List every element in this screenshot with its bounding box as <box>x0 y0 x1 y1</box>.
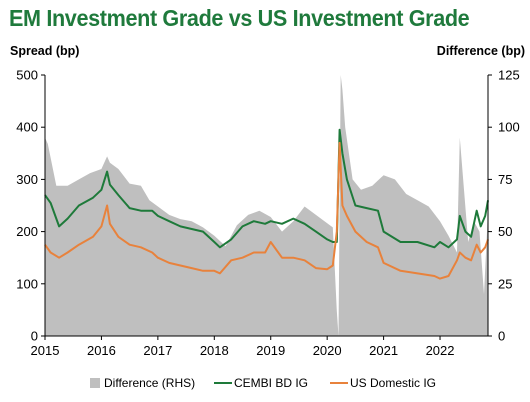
axes: 0 100 200 300 400 500 0 25 50 75 100 125 2015 2016 201… <box>16 68 519 359</box>
legend-label: CEMBI BD IG <box>234 376 308 390</box>
x-tick-label: 2015 <box>31 343 60 358</box>
left-tick-label: 400 <box>16 120 38 135</box>
right-tick-label: 0 <box>498 329 505 344</box>
legend-swatch <box>90 378 100 388</box>
plot-area <box>44 75 489 336</box>
chart-title: EM Investment Grade vs US Investment Gra… <box>9 5 470 31</box>
right-tick-label: 50 <box>498 224 512 239</box>
left-tick-label: 200 <box>16 224 38 239</box>
x-tick-label: 2020 <box>313 343 342 358</box>
left-axis-title: Spread (bp) <box>10 44 80 58</box>
left-tick-label: 0 <box>31 329 38 344</box>
right-tick-label: 100 <box>498 120 520 135</box>
series-line-us-domestic-ig <box>44 141 489 280</box>
right-tick-label: 75 <box>498 172 512 187</box>
series-line-cembi-bd-ig <box>44 128 489 249</box>
legend-label: Difference (RHS) <box>104 376 195 390</box>
x-tick-label: 2022 <box>426 343 455 358</box>
x-tick-label: 2017 <box>143 343 172 358</box>
legend: Difference (RHS) CEMBI BD IG US Domestic I… <box>90 376 436 390</box>
right-axis-title: Difference (bp) <box>436 44 525 58</box>
series-area-difference-rhs <box>45 75 488 336</box>
left-tick-label: 500 <box>16 68 38 83</box>
x-tick-label: 2018 <box>200 343 229 358</box>
left-tick-label: 100 <box>16 276 38 291</box>
right-tick-label: 125 <box>498 68 520 83</box>
x-tick-label: 2016 <box>87 343 116 358</box>
legend-label: US Domestic IG <box>350 376 436 390</box>
right-tick-label: 25 <box>498 276 512 291</box>
left-tick-label: 300 <box>16 172 38 187</box>
x-tick-label: 2019 <box>256 343 285 358</box>
x-tick-label: 2021 <box>369 343 398 358</box>
